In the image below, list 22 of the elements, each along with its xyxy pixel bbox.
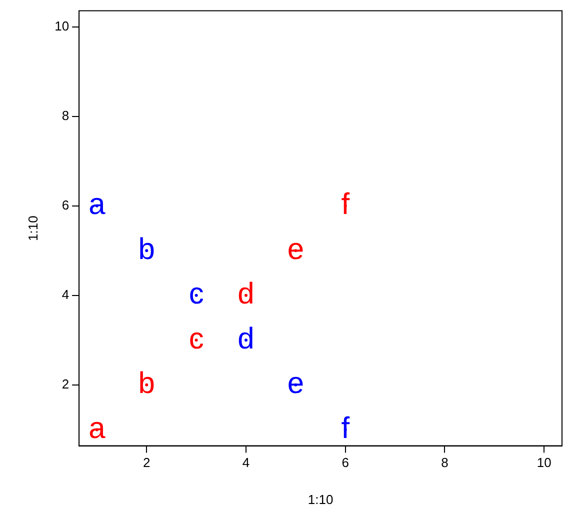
- data-label: c: [188, 278, 204, 311]
- data-label: c: [188, 322, 204, 356]
- x-tick-label: 2: [143, 455, 150, 470]
- data-label: b: [138, 367, 155, 400]
- x-tick-label: 6: [342, 455, 349, 470]
- y-tick-label: 10: [54, 18, 70, 34]
- data-label: b: [138, 232, 155, 266]
- data-label: d: [238, 322, 254, 356]
- y-tick-label: 4: [62, 287, 70, 302]
- data-label: a: [88, 412, 106, 445]
- data-label: e: [287, 367, 304, 400]
- x-tick-label: 10: [536, 455, 552, 470]
- x-tick-label: 4: [242, 455, 250, 470]
- data-label: d: [238, 278, 254, 311]
- y-axis-title: 1:10: [25, 216, 40, 241]
- y-tick-label: 6: [62, 198, 70, 212]
- x-tick-label: 8: [441, 455, 448, 470]
- data-label: e: [287, 232, 304, 266]
- x-axis-title: 1:10: [308, 492, 334, 507]
- y-tick-label: 2: [62, 376, 70, 392]
- data-label: a: [88, 188, 106, 222]
- y-tick-label: 8: [62, 108, 70, 123]
